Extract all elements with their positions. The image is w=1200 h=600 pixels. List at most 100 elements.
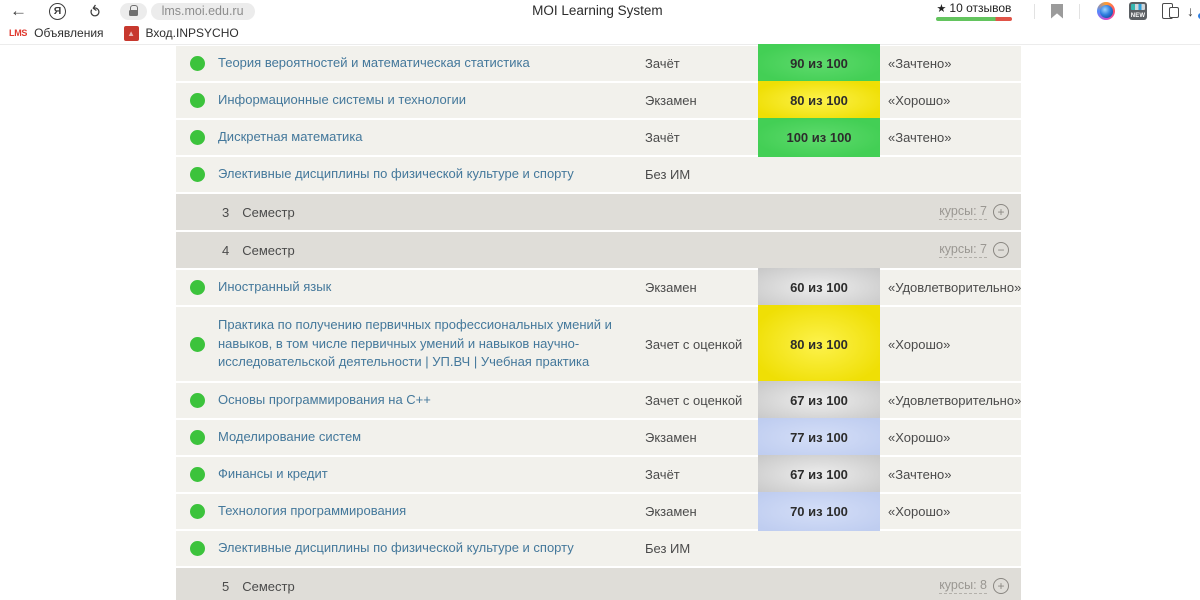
table-row: Иностранный язык Экзамен 60 из 100 «Удовлет… [176, 268, 1022, 307]
status-dot [189, 56, 205, 71]
semester-label: Семестр [242, 204, 295, 220]
courses-count-link[interactable]: курсы: 8 [939, 578, 987, 594]
control-type: Без ИМ [645, 167, 691, 182]
bookmark-lms[interactable]: LMS Объявления [9, 26, 104, 40]
control-type: Зачет с оценкой [645, 336, 743, 352]
grade-result: «Зачтено» [888, 467, 952, 482]
status-dot [189, 93, 205, 108]
course-link[interactable]: Технология программирования [218, 503, 407, 519]
status-dot [189, 280, 205, 295]
semester-row: 4 Семестр курсы: 7− [176, 232, 1021, 268]
course-link[interactable]: Основы программирования на C++ [218, 392, 431, 408]
back-icon[interactable]: ← [10, 1, 27, 20]
bookmarks-bar: LMS Объявления ▲ Вход.INPSYCHO [0, 22, 1200, 45]
grade-column: 77 из 100 [758, 418, 880, 457]
bookmark-icon[interactable] [1051, 3, 1063, 19]
control-type: Зачет с оценкой [645, 393, 743, 408]
grade-result: «Зачтено» [888, 130, 952, 145]
status-dot-column [176, 93, 218, 108]
status-dot [189, 541, 205, 556]
yandex-browser-icon[interactable]: Я [49, 2, 66, 20]
status-dot-column [176, 504, 218, 519]
table-row: Элективные дисциплины по физической куль… [176, 157, 1021, 192]
grade-result: «Хорошо» [888, 336, 951, 352]
inpsycho-favicon: ▲ [123, 25, 139, 41]
course-link[interactable]: Дискретная математика [218, 129, 363, 145]
collections-icon[interactable] [1162, 3, 1179, 19]
status-dot-column [176, 130, 218, 145]
expand-icon[interactable]: + [993, 204, 1009, 220]
grade-column [758, 531, 880, 566]
semester-label: Семестр [242, 578, 295, 594]
course-link[interactable]: Иностранный язык [218, 279, 332, 295]
status-dot-column [176, 393, 218, 408]
reviews-rating-bar [936, 17, 1012, 21]
table-row: Моделирование систем Экзамен 77 из 100 «Хор… [176, 418, 1021, 457]
status-dot [189, 504, 205, 519]
grade-column: 80 из 100 [758, 81, 880, 120]
control-type: Зачёт [645, 56, 680, 71]
course-link[interactable]: Теория вероятностей и математическая ста… [218, 55, 530, 71]
course-link[interactable]: Моделирование систем [218, 429, 362, 445]
collapse-icon[interactable]: − [993, 242, 1009, 258]
grade-column: 60 из 100 [758, 268, 880, 307]
status-dot-column [176, 336, 218, 352]
separator [1079, 3, 1080, 19]
table-row: Информационные системы и технологии Экзам… [176, 81, 1021, 120]
course-link[interactable]: Практика по получению первичных професси… [218, 316, 612, 370]
course-link[interactable]: Элективные дисциплины по физической куль… [218, 166, 574, 182]
site-reviews-button[interactable]: ★ 10 отзывов [936, 1, 1012, 21]
grade-cell: 77 из 100 [758, 418, 880, 457]
refresh-icon[interactable]: ⟳ [84, 3, 104, 19]
table-row: Практика по получению первичных професси… [176, 305, 1021, 383]
courses-count-link[interactable]: курсы: 7 [939, 204, 987, 220]
status-dot [189, 430, 205, 445]
semester-number: 4 [222, 242, 230, 258]
status-dot-column [176, 280, 218, 295]
grade-result: «Хорошо» [888, 93, 951, 108]
table-row: Технология программирования Экзамен 70 из … [176, 492, 1021, 531]
control-type: Экзамен [645, 430, 697, 445]
semester-controls: курсы: 7− [939, 242, 1009, 258]
semester-row: 5 Семестр курсы: 8 + [176, 568, 1021, 600]
star-icon: ★ [936, 3, 947, 15]
page-title: MOI Learning System [532, 3, 663, 18]
status-dot [189, 467, 205, 482]
bookmark-inpsycho[interactable]: ▲ Вход.INPSYCHO [123, 25, 239, 41]
courses-count-link[interactable]: курсы: 7 [939, 242, 987, 258]
course-link[interactable]: Информационные системы и технологии [218, 92, 466, 108]
table-row: Элективные дисциплины по физической куль… [176, 531, 1021, 566]
lms-content: Теория вероятностей и математическая ста… [0, 44, 1200, 600]
grade-result: «Хорошо» [888, 430, 951, 445]
grade-result: «Хорошо» [888, 504, 951, 519]
reviews-label: ★ 10 отзывов [936, 1, 1012, 15]
site-security-button[interactable] [119, 2, 147, 20]
semester-controls: курсы: 7 + [939, 204, 1009, 220]
extension-new-icon[interactable]: NEW [1129, 2, 1147, 20]
control-type: Экзамен [645, 280, 697, 295]
grade-column: 67 из 100 [758, 455, 880, 494]
grade-column: 80 из 100 [758, 305, 880, 383]
table-row: Финансы и кредит Зачёт 67 из 100 «Зачтено» [176, 455, 1021, 494]
grade-result: «Удовлетворительно» [888, 280, 1022, 295]
grade-cell: 100 из 100 [758, 118, 880, 157]
expand-icon[interactable]: + [993, 578, 1009, 594]
grade-cell: 67 из 100 [758, 455, 880, 494]
browser-address-bar: ← Я ⟳ lms.moi.edu.ru MOI Learning System… [0, 0, 1200, 22]
semester-controls: курсы: 8 + [939, 578, 1009, 594]
grade-result: «Зачтено» [888, 56, 952, 71]
url-field[interactable]: lms.moi.edu.ru [150, 2, 255, 20]
extension-blue-icon[interactable] [1097, 2, 1115, 20]
download-icon[interactable]: ↓ [1187, 3, 1200, 19]
grade-column: 70 из 100 [758, 492, 880, 531]
grade-cell: 80 из 100 [758, 81, 880, 120]
control-type: Без ИМ [645, 541, 691, 556]
course-link[interactable]: Финансы и кредит [218, 466, 328, 482]
grade-result: «Удовлетворительно» [888, 393, 1022, 408]
grade-column: 100 из 100 [758, 118, 880, 157]
control-type: Экзамен [645, 93, 697, 108]
status-dot-column [176, 56, 218, 71]
table-row: Теория вероятностей и математическая ста… [176, 44, 1021, 83]
grade-cell: 60 из 100 [758, 268, 880, 307]
course-link[interactable]: Элективные дисциплины по физической куль… [218, 540, 574, 556]
